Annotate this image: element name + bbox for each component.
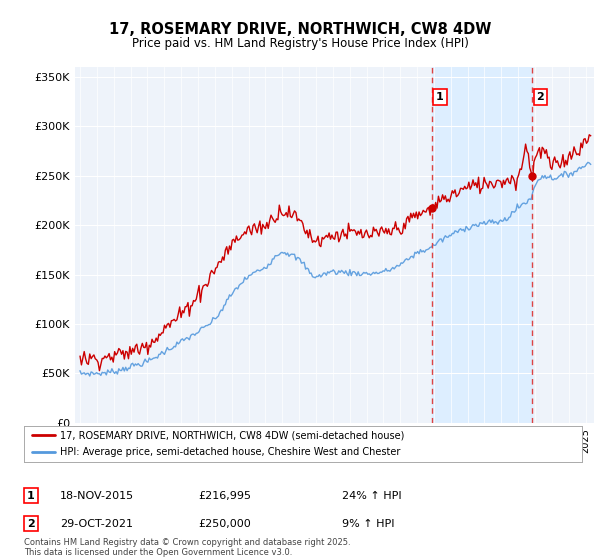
Text: £216,995: £216,995 <box>198 491 251 501</box>
Text: 2: 2 <box>536 92 544 102</box>
Text: Contains HM Land Registry data © Crown copyright and database right 2025.
This d: Contains HM Land Registry data © Crown c… <box>24 538 350 557</box>
Text: 18-NOV-2015: 18-NOV-2015 <box>60 491 134 501</box>
Text: £250,000: £250,000 <box>198 519 251 529</box>
Text: HPI: Average price, semi-detached house, Cheshire West and Chester: HPI: Average price, semi-detached house,… <box>60 447 401 457</box>
Text: 1: 1 <box>436 92 444 102</box>
Bar <box>432 67 532 423</box>
Text: 17, ROSEMARY DRIVE, NORTHWICH, CW8 4DW (semi-detached house): 17, ROSEMARY DRIVE, NORTHWICH, CW8 4DW (… <box>60 431 404 440</box>
Text: 24% ↑ HPI: 24% ↑ HPI <box>342 491 401 501</box>
Text: 9% ↑ HPI: 9% ↑ HPI <box>342 519 395 529</box>
Text: 1: 1 <box>27 491 35 501</box>
Text: 29-OCT-2021: 29-OCT-2021 <box>60 519 133 529</box>
Text: 17, ROSEMARY DRIVE, NORTHWICH, CW8 4DW: 17, ROSEMARY DRIVE, NORTHWICH, CW8 4DW <box>109 22 491 36</box>
Text: 2: 2 <box>27 519 35 529</box>
Text: Price paid vs. HM Land Registry's House Price Index (HPI): Price paid vs. HM Land Registry's House … <box>131 37 469 50</box>
